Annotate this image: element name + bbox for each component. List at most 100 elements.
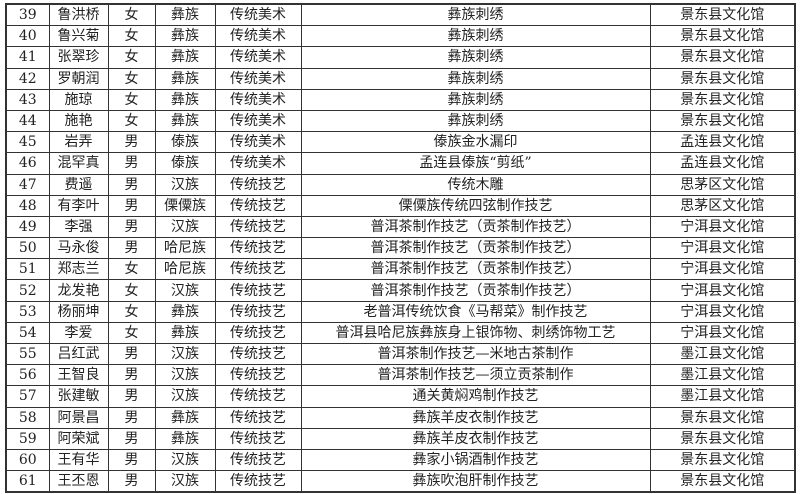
cell-project: 傈僳族传统四弦制作技艺 — [300, 194, 651, 217]
cell-category: 传统美术 — [214, 67, 302, 90]
cell-category: 传统技艺 — [214, 173, 302, 196]
cell-name: 李强 — [48, 215, 109, 239]
cell-number: 52 — [5, 279, 50, 302]
cell-organization: 景东县文化馆 — [649, 88, 796, 111]
cell-organization: 景东县文化馆 — [649, 3, 796, 27]
cell-project: 孟连县傣族“剪纸” — [300, 152, 651, 175]
cell-ethnicity: 汉族 — [154, 173, 216, 196]
cell-project: 老普洱传统饮食《马帮菜》制作技艺 — [300, 300, 651, 323]
cell-category: 传统美术 — [214, 152, 302, 175]
cell-number: 51 — [5, 258, 50, 281]
table-row: 60 王有华男汉族 传统技艺 彝家小锅酒制作技艺 景东县文化馆 — [5, 448, 796, 472]
cell-project: 普洱茶制作技艺（贡茶制作技艺） — [300, 237, 651, 260]
cell-category: 传统美术 — [214, 3, 302, 27]
cell-gender: 女 — [107, 3, 156, 27]
cell-category: 传统美术 — [214, 25, 302, 48]
cell-project: 普洱茶制作技艺—米地古茶制作 — [300, 342, 651, 366]
cell-gender: 男 — [107, 152, 156, 175]
cell-name: 王有华 — [48, 448, 109, 472]
cell-name: 施艳 — [48, 109, 109, 133]
cell-gender: 女 — [107, 88, 156, 111]
cell-project: 彝族刺绣 — [300, 25, 651, 48]
cell-number: 60 — [5, 448, 50, 472]
cell-name: 张翠珍 — [48, 46, 109, 69]
cell-project: 通关黄焖鸡制作技艺 — [300, 385, 651, 408]
cell-gender: 女 — [107, 321, 156, 345]
cell-organization: 思茅区文化馆 — [649, 173, 796, 196]
cell-project: 普洱县哈尼族彝族身上银饰物、刺绣饰物工艺 — [300, 321, 651, 345]
cell-organization: 景东县文化馆 — [649, 109, 796, 133]
cell-category: 传统技艺 — [214, 385, 302, 408]
cell-ethnicity: 汉族 — [154, 215, 216, 239]
cell-gender: 女 — [107, 67, 156, 90]
cell-organization: 宁洱县文化馆 — [649, 258, 796, 281]
cell-organization: 孟连县文化馆 — [649, 131, 796, 154]
cell-gender: 男 — [107, 173, 156, 196]
cell-gender: 男 — [107, 448, 156, 472]
cell-gender: 男 — [107, 131, 156, 154]
cell-category: 传统美术 — [214, 131, 302, 154]
cell-organization: 景东县文化馆 — [649, 46, 796, 69]
table-body: 39 鲁洪桥女彝族 传统美术 彝族刺绣 景东县文化馆 40 鲁兴菊女彝族 传统美术 彝族刺绣 景东… — [5, 3, 796, 493]
cell-organization: 宁洱县文化馆 — [649, 321, 796, 345]
cell-ethnicity: 彝族 — [154, 46, 216, 69]
inheritors-table: 39 鲁洪桥女彝族 传统美术 彝族刺绣 景东县文化馆 40 鲁兴菊女彝族 传统美术 彝族刺绣 景东… — [5, 3, 796, 494]
table-row: 49 李强男汉族 传统技艺 普洱茶制作技艺（贡茶制作技艺） 宁洱县文化馆 — [5, 215, 796, 239]
cell-category: 传统技艺 — [214, 470, 302, 493]
cell-name: 鲁洪桥 — [48, 3, 109, 27]
cell-number: 46 — [5, 152, 50, 175]
cell-name: 罗朝润 — [48, 67, 109, 90]
cell-organization: 景东县文化馆 — [649, 470, 796, 493]
cell-name: 杨丽坤 — [48, 300, 109, 323]
cell-organization: 思茅区文化馆 — [649, 194, 796, 217]
cell-number: 58 — [5, 406, 50, 429]
cell-project: 彝族刺绣 — [300, 109, 651, 133]
cell-project: 彝家小锅酒制作技艺 — [300, 448, 651, 472]
cell-name: 王智良 — [48, 364, 109, 387]
cell-number: 55 — [5, 342, 50, 366]
cell-number: 43 — [5, 88, 50, 111]
cell-number: 50 — [5, 237, 50, 260]
cell-gender: 男 — [107, 406, 156, 429]
cell-ethnicity: 哈尼族 — [154, 237, 216, 260]
cell-ethnicity: 汉族 — [154, 448, 216, 472]
cell-organization: 景东县文化馆 — [649, 427, 796, 450]
cell-category: 传统美术 — [214, 88, 302, 111]
cell-project: 彝族羊皮衣制作技艺 — [300, 427, 651, 450]
cell-ethnicity: 傣族 — [154, 131, 216, 154]
cell-project: 傣族金水漏印 — [300, 131, 651, 154]
table-row: 45 岩弄男傣族 传统美术 傣族金水漏印 孟连县文化馆 — [5, 131, 796, 154]
cell-number: 40 — [5, 25, 50, 48]
cell-organization: 墨江县文化馆 — [649, 385, 796, 408]
cell-name: 张建敏 — [48, 385, 109, 408]
cell-name: 混罕真 — [48, 152, 109, 175]
cell-name: 费遥 — [48, 173, 109, 196]
cell-organization: 宁洱县文化馆 — [649, 237, 796, 260]
table-row: 47 费遥男汉族 传统技艺 传统木雕 思茅区文化馆 — [5, 173, 796, 196]
cell-number: 57 — [5, 385, 50, 408]
cell-category: 传统技艺 — [214, 237, 302, 260]
cell-number: 48 — [5, 194, 50, 217]
cell-gender: 男 — [107, 385, 156, 408]
cell-ethnicity: 彝族 — [154, 321, 216, 345]
cell-number: 45 — [5, 131, 50, 154]
cell-category: 传统技艺 — [214, 194, 302, 217]
cell-ethnicity: 哈尼族 — [154, 258, 216, 281]
cell-gender: 男 — [107, 364, 156, 387]
cell-category: 传统技艺 — [214, 300, 302, 323]
cell-organization: 墨江县文化馆 — [649, 342, 796, 366]
cell-category: 传统技艺 — [214, 321, 302, 345]
table-row: 44 施艳女彝族 传统美术 彝族刺绣 景东县文化馆 — [5, 109, 796, 133]
cell-number: 39 — [5, 3, 50, 27]
table-row: 59 阿荣斌男彝族 传统技艺 彝族羊皮衣制作技艺 景东县文化馆 — [5, 427, 796, 450]
table-row: 56 王智良男汉族 传统技艺 普洱茶制作技艺—须立贡茶制作 墨江县文化馆 — [5, 364, 796, 387]
cell-organization: 景东县文化馆 — [649, 406, 796, 429]
cell-category: 传统技艺 — [214, 364, 302, 387]
cell-organization: 宁洱县文化馆 — [649, 279, 796, 302]
cell-project: 彝族吹泡肝制作技艺 — [300, 470, 651, 493]
table-row: 50 马永俊男哈尼族 传统技艺 普洱茶制作技艺（贡茶制作技艺） 宁洱县文化馆 — [5, 237, 796, 260]
cell-project: 彝族刺绣 — [300, 88, 651, 111]
cell-name: 吕红武 — [48, 342, 109, 366]
cell-number: 47 — [5, 173, 50, 196]
cell-number: 61 — [5, 470, 50, 493]
